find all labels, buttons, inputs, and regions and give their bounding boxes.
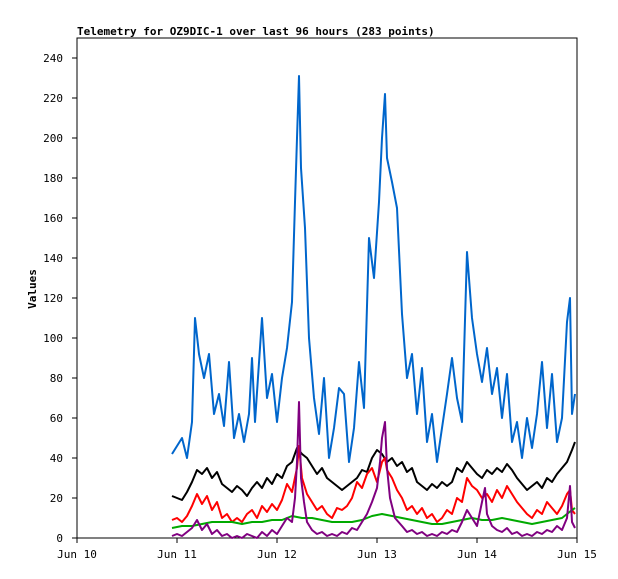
y-tick-label: 160 bbox=[43, 212, 63, 225]
series-line-5 bbox=[171, 401, 576, 539]
y-tick-label: 220 bbox=[43, 92, 63, 105]
y-tick-label: 100 bbox=[43, 332, 63, 345]
y-tick-label: 60 bbox=[50, 412, 63, 425]
series-line-4 bbox=[171, 507, 576, 529]
series-layer bbox=[171, 75, 576, 539]
y-tick-label: 240 bbox=[43, 52, 63, 65]
y-tick-label: 40 bbox=[50, 452, 63, 465]
x-tick-label: Jun 12 bbox=[257, 548, 297, 561]
y-tick-label: 0 bbox=[56, 532, 63, 545]
y-tick-label: 80 bbox=[50, 372, 63, 385]
y-tick-label: 20 bbox=[50, 492, 63, 505]
y-tick-label: 120 bbox=[43, 292, 63, 305]
plot-frame bbox=[76, 37, 578, 539]
chart-title: Telemetry for OZ9DIC-1 over last 96 hour… bbox=[77, 25, 435, 38]
x-tick-label: Jun 14 bbox=[457, 548, 497, 561]
series-line-2 bbox=[171, 441, 576, 501]
y-tick-label: 140 bbox=[43, 252, 63, 265]
y-tick-label: 200 bbox=[43, 132, 63, 145]
x-tick-label: Jun 15 bbox=[557, 548, 597, 561]
x-axis: Jun 10 Jun 11 Jun 12 Jun 13 Jun 14 Jun 15 bbox=[57, 538, 597, 561]
y-axis-label: Values bbox=[26, 269, 39, 309]
series-line-1 bbox=[171, 75, 576, 463]
y-axis: 0 20 40 60 80 100 120 140 160 180 200 220 240 bbox=[43, 52, 77, 545]
x-tick-label: Jun 11 bbox=[157, 548, 197, 561]
x-tick-label: Jun 13 bbox=[357, 548, 397, 561]
y-tick-label: 180 bbox=[43, 172, 63, 185]
x-tick-label: Jun 10 bbox=[57, 548, 97, 561]
